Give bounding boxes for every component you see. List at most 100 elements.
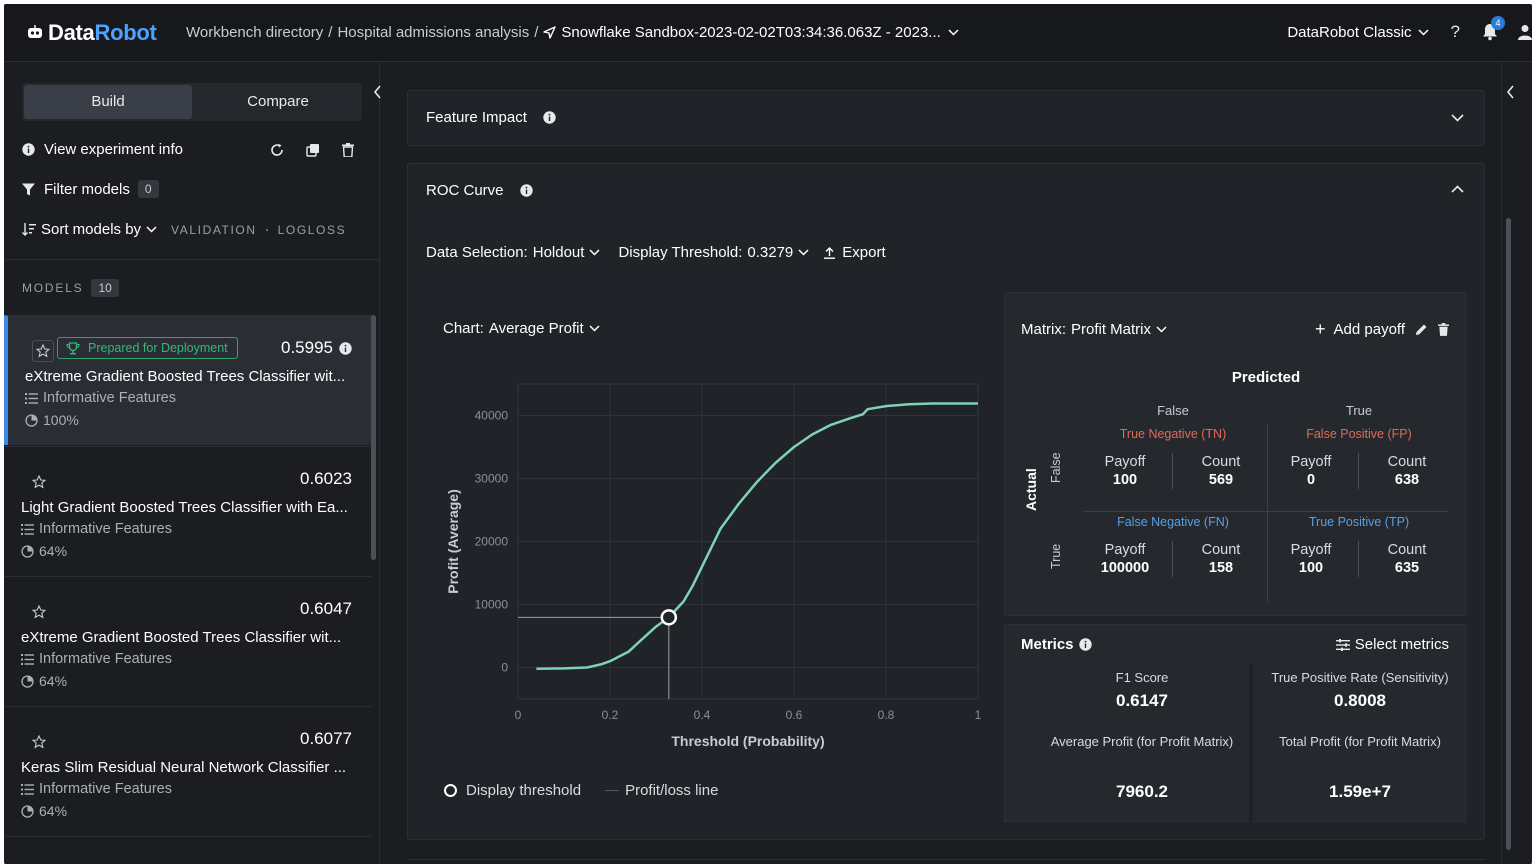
trash-icon[interactable] [342, 142, 354, 157]
upload-icon [824, 246, 836, 259]
plus-icon: + [1315, 319, 1326, 339]
display-threshold-dropdown[interactable]: 0.3279 [747, 244, 809, 261]
matrix-selector[interactable]: Matrix: Profit Matrix [1021, 321, 1167, 338]
tab-build[interactable]: Build [24, 85, 192, 119]
threshold-marker[interactable] [660, 609, 678, 626]
feature-list-name: Informative Features [43, 390, 176, 406]
display-threshold-label: Display Threshold: [618, 244, 743, 261]
model-card[interactable]: Prepared for Deployment 0.5995 eXtreme G… [4, 315, 372, 445]
cell-count: Count 635 [1387, 542, 1427, 576]
filter-models-button[interactable]: Filter models 0 [22, 180, 159, 198]
select-metrics-button[interactable]: Select metrics [1335, 636, 1449, 653]
matrix-value: Profit Matrix [1071, 321, 1152, 338]
pencil-icon[interactable] [1415, 323, 1428, 336]
sample-size: 100% [25, 412, 79, 428]
feature-list: Informative Features [21, 651, 172, 667]
actual-false-label: False [1049, 452, 1063, 483]
feature-list-name: Informative Features [39, 651, 172, 667]
logo-text-data: Data [48, 20, 95, 45]
breadcrumb: Workbench directory / Hospital admission… [186, 24, 964, 41]
sort-models-dropdown[interactable]: Sort models by [41, 221, 142, 238]
model-card[interactable]: 0.6023 Light Gradient Boosted Trees Clas… [4, 446, 372, 576]
star-button[interactable] [28, 731, 50, 753]
info-icon[interactable] [1078, 638, 1092, 651]
main-scrollbar[interactable] [1506, 218, 1511, 850]
feature-impact-title: Feature Impact [426, 109, 556, 126]
model-card[interactable]: 0.6047 eXtreme Gradient Boosted Trees Cl… [4, 576, 372, 706]
metric-true-positive-rate: True Positive Rate (Sensitivity) 0.8008 [1271, 670, 1449, 710]
user-icon[interactable] [1518, 24, 1532, 40]
help-icon[interactable]: ? [1450, 22, 1460, 41]
false-positive-cell[interactable]: False Positive (FP) Payoff 0 Count 638 [1266, 423, 1452, 503]
feature-impact-card[interactable]: Feature Impact [407, 90, 1485, 146]
y-tick-label: 10000 [475, 598, 509, 612]
trophy-icon [66, 341, 80, 354]
cell-title: False Positive (FP) [1306, 427, 1412, 441]
data-selection-label: Data Selection: [426, 244, 528, 261]
y-axis-label: Profit (Average) [445, 489, 461, 594]
matrix-divider-vertical [1267, 423, 1268, 603]
x-tick-label: 1 [975, 708, 982, 722]
dataset-selector[interactable]: Snowflake Sandbox-2023-02-02T03:34:36.06… [543, 24, 963, 41]
predicted-true-label: True [1345, 403, 1373, 418]
datarobot-logo[interactable]: Data Robot [26, 20, 157, 46]
star-icon [36, 344, 50, 358]
feature-list-name: Informative Features [39, 781, 172, 797]
profit-matrix-panel: Matrix: Profit Matrix + Add payoff Predi… [1004, 292, 1466, 616]
model-name: Light Gradient Boosted Trees Classifier … [21, 499, 348, 516]
matrix-label: Matrix: [1021, 321, 1066, 338]
false-negative-cell[interactable]: False Negative (FN) Payoff 100000 Count 15… [1080, 511, 1266, 591]
info-icon[interactable] [339, 341, 352, 355]
model-name: eXtreme Gradient Boosted Trees Classifie… [25, 368, 346, 385]
actual-true-label: True [1049, 543, 1063, 569]
x-tick-label: 0.6 [786, 708, 803, 722]
data-selection-dropdown[interactable]: Holdout [533, 244, 601, 261]
info-icon[interactable] [543, 111, 556, 124]
star-button[interactable] [28, 471, 50, 493]
model-card[interactable] [4, 836, 372, 864]
true-positive-cell[interactable]: True Positive (TP) Payoff 100 Count 635 [1266, 511, 1452, 591]
matrix-divider-horizontal [1083, 511, 1449, 512]
sample-size: 64% [21, 673, 67, 689]
cell-payoff: Payoff 100 [1290, 542, 1332, 576]
star-button[interactable] [28, 601, 50, 623]
chevron-down-icon[interactable] [1451, 114, 1464, 122]
display-threshold-value: 0.3279 [747, 244, 794, 261]
roc-curve-title: ROC Curve [426, 182, 533, 199]
right-rail [1501, 63, 1532, 864]
sidebar-scrollbar[interactable] [371, 315, 376, 560]
true-negative-cell[interactable]: True Negative (TN) Payoff 100 Count 569 [1080, 423, 1266, 503]
duplicate-icon[interactable] [306, 143, 320, 157]
tab-compare[interactable]: Compare [247, 93, 309, 110]
filter-count-badge: 0 [137, 180, 159, 198]
info-icon[interactable] [519, 184, 533, 197]
star-button[interactable] [32, 340, 54, 362]
experiment-tools [270, 142, 354, 157]
robot-icon [28, 25, 42, 38]
x-tick-label: 0 [515, 708, 522, 722]
sort-separator-dot: · [264, 221, 270, 238]
breadcrumb-workbench[interactable]: Workbench directory [186, 24, 324, 41]
datarobot-classic-switch[interactable]: DataRobot Classic [1287, 24, 1429, 41]
chart-legend: Display threshold Profit/loss line [444, 782, 718, 799]
next-card-edge [407, 859, 1485, 864]
legend-display-threshold: Display threshold [466, 782, 582, 799]
model-score-value: 0.6047 [300, 599, 352, 618]
profit-chart[interactable]: 0 0.2 0.4 0.6 0.8 1 0 10000 20000 30000 40000 Thres… [426, 292, 1010, 772]
breadcrumb-use-case[interactable]: Hospital admissions analysis [337, 24, 530, 41]
filter-icon [22, 183, 35, 195]
chart-selector[interactable]: Chart: Average Profit [443, 320, 600, 337]
refresh-icon[interactable] [270, 143, 284, 157]
model-card[interactable]: 0.6077 Keras Slim Residual Neural Networ… [4, 706, 372, 836]
notifications-button[interactable]: 4 [1482, 16, 1505, 41]
view-experiment-info-link[interactable]: View experiment info [44, 141, 183, 158]
export-button[interactable]: Export [824, 244, 886, 261]
data-selection-value: Holdout [532, 244, 585, 261]
collapse-right-icon[interactable] [1506, 85, 1516, 99]
build-compare-tabs: Build Compare [22, 83, 362, 121]
chevron-up-icon[interactable] [1451, 185, 1464, 193]
filter-models-label: Filter models [44, 180, 130, 198]
add-payoff-button[interactable]: Add payoff [1333, 321, 1405, 338]
trash-icon[interactable] [1438, 323, 1449, 336]
collapse-left-icon[interactable] [373, 85, 383, 99]
